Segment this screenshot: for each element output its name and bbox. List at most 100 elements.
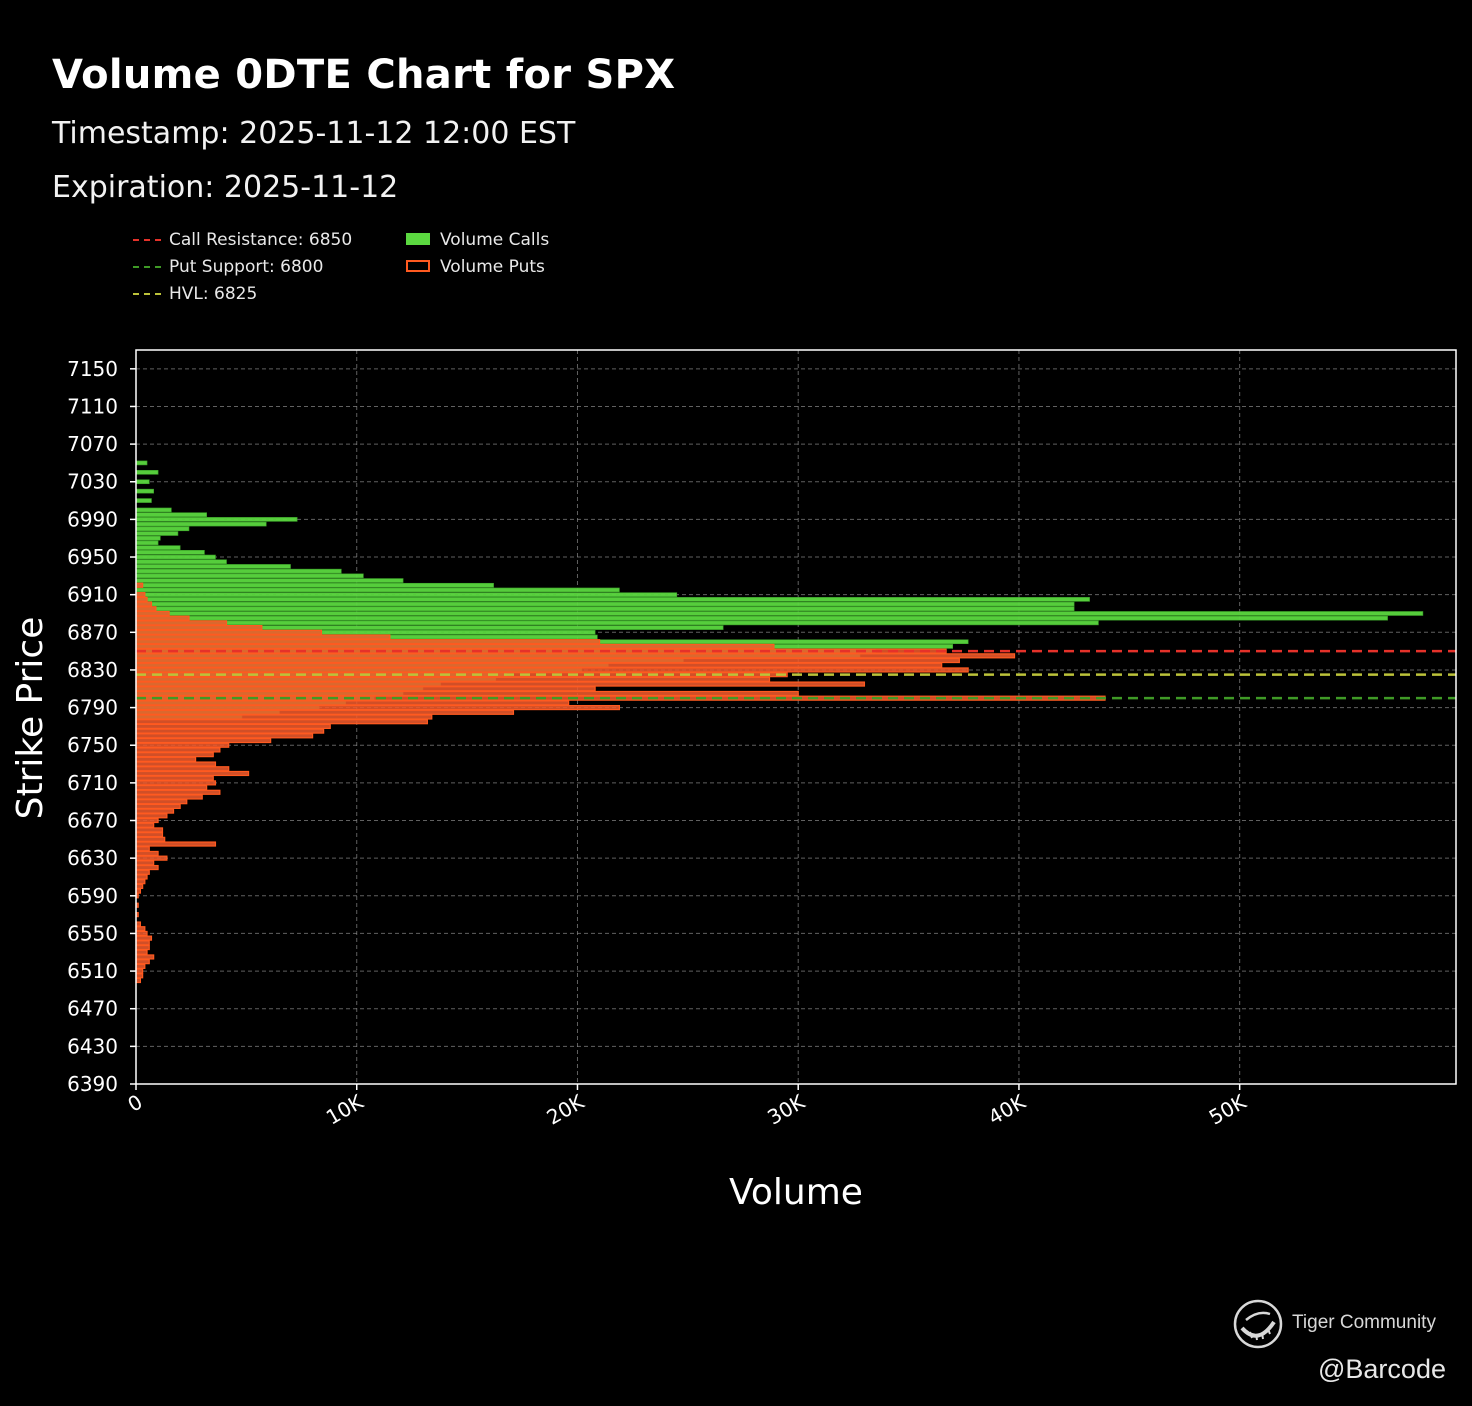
put-bar (135, 653, 1016, 659)
y-tick-label: 6990 (67, 507, 118, 531)
put-bar (135, 813, 168, 819)
legend-hvl-label: HVL: 6825 (169, 284, 258, 304)
put-bar (135, 709, 515, 715)
put-bar (135, 836, 166, 842)
put-bar (135, 944, 150, 951)
put-bar (135, 860, 155, 866)
y-tick-label: 6950 (67, 545, 118, 569)
y-tick-label: 6630 (67, 846, 118, 870)
tiger-community-logo-icon (1233, 1299, 1283, 1349)
put-bar (135, 808, 175, 814)
put-bar (135, 686, 596, 692)
y-tick-label: 6590 (67, 884, 118, 908)
call-bar (135, 460, 148, 466)
y-tick-label: 6470 (67, 997, 118, 1021)
put-bar (135, 930, 148, 937)
put-bar (135, 775, 214, 781)
call-bar (135, 578, 404, 583)
call-bar (135, 606, 1075, 612)
put-bar (135, 728, 325, 734)
legend-volume-puts-label: Volume Puts (440, 257, 545, 277)
put-bar (135, 794, 203, 800)
y-tick-label: 6870 (67, 620, 118, 644)
call-bar (135, 521, 267, 527)
call-bar (135, 592, 678, 597)
y-tick-label: 6430 (67, 1034, 118, 1058)
legend-volume-calls-label: Volume Calls (440, 230, 550, 250)
put-bar (135, 625, 263, 631)
chart-timestamp: Timestamp: 2025-11-12 12:00 EST (52, 116, 576, 151)
y-tick-label: 6510 (67, 959, 118, 983)
x-tick-label: 10K (322, 1089, 368, 1130)
put-bar (135, 704, 621, 711)
chart-expiration: Expiration: 2025-11-12 (52, 170, 399, 205)
y-tick-label: 6670 (67, 809, 118, 833)
put-bar (135, 846, 150, 852)
put-bar (135, 940, 150, 946)
y-tick-label: 6550 (67, 921, 118, 945)
call-bar (135, 540, 159, 546)
put-bar (135, 634, 391, 640)
put-bar (135, 973, 144, 979)
x-tick-label: 50K (1205, 1089, 1251, 1130)
put-bar (135, 841, 217, 847)
put-bar (135, 784, 208, 791)
legend-put-support-label: Put Support: 6800 (169, 257, 324, 277)
watermark-handle: @Barcode (1318, 1354, 1446, 1384)
call-bar (135, 587, 620, 593)
put-bar (135, 803, 181, 809)
y-tick-label: 6790 (67, 696, 118, 720)
axis-ticks: 6390 6430 6470 6510 6550 6590 6630 6670 6710 6750… (67, 357, 1251, 1130)
put-bar (135, 657, 960, 664)
call-bar (135, 564, 291, 569)
put-bar (135, 639, 601, 645)
put-bar (135, 629, 323, 635)
put-bar (135, 879, 146, 885)
put-bar (135, 690, 799, 697)
chart-title: Volume 0DTE Chart for SPX (52, 52, 676, 98)
put-bar (135, 869, 150, 875)
put-bar (135, 766, 230, 772)
put-bar (135, 864, 159, 871)
x-tick-label: 30K (763, 1089, 809, 1130)
put-bar (135, 596, 148, 602)
put-bar (135, 742, 230, 748)
y-tick-label: 7150 (67, 357, 118, 381)
put-bar (135, 799, 188, 805)
call-bar (135, 582, 494, 588)
put-bar (135, 601, 153, 607)
put-bar (135, 827, 164, 833)
call-bar (135, 526, 190, 532)
put-bar (135, 963, 146, 969)
x-tick-label: 0 (123, 1090, 146, 1117)
put-bar (135, 822, 155, 828)
call-bar (135, 554, 216, 560)
y-tick-label: 6910 (67, 583, 118, 607)
put-bar (135, 935, 153, 941)
put-bar (135, 817, 159, 824)
put-bar (135, 681, 866, 687)
y-tick-label: 7110 (67, 394, 118, 418)
put-bar (135, 770, 250, 777)
put-bar (135, 850, 159, 857)
call-bar (135, 535, 161, 541)
plot-frame (135, 349, 1457, 1085)
put-bar (135, 606, 157, 612)
y-tick-label: 6750 (67, 733, 118, 757)
put-bar (135, 789, 221, 795)
call-bar (135, 470, 159, 475)
call-bar (135, 611, 1424, 616)
put-bar (135, 949, 148, 955)
call-bar (135, 597, 1090, 602)
legend-call-resistance-swatch (133, 239, 161, 241)
x-tick-label: 40K (984, 1089, 1030, 1130)
y-tick-label: 7030 (67, 470, 118, 494)
call-bar (135, 512, 207, 517)
put-bar (135, 756, 197, 762)
watermark-brand: Tiger Community (1292, 1312, 1436, 1333)
put-bar (135, 723, 331, 730)
put-bar (135, 592, 146, 598)
put-bar (135, 761, 217, 767)
put-bar (135, 926, 146, 932)
